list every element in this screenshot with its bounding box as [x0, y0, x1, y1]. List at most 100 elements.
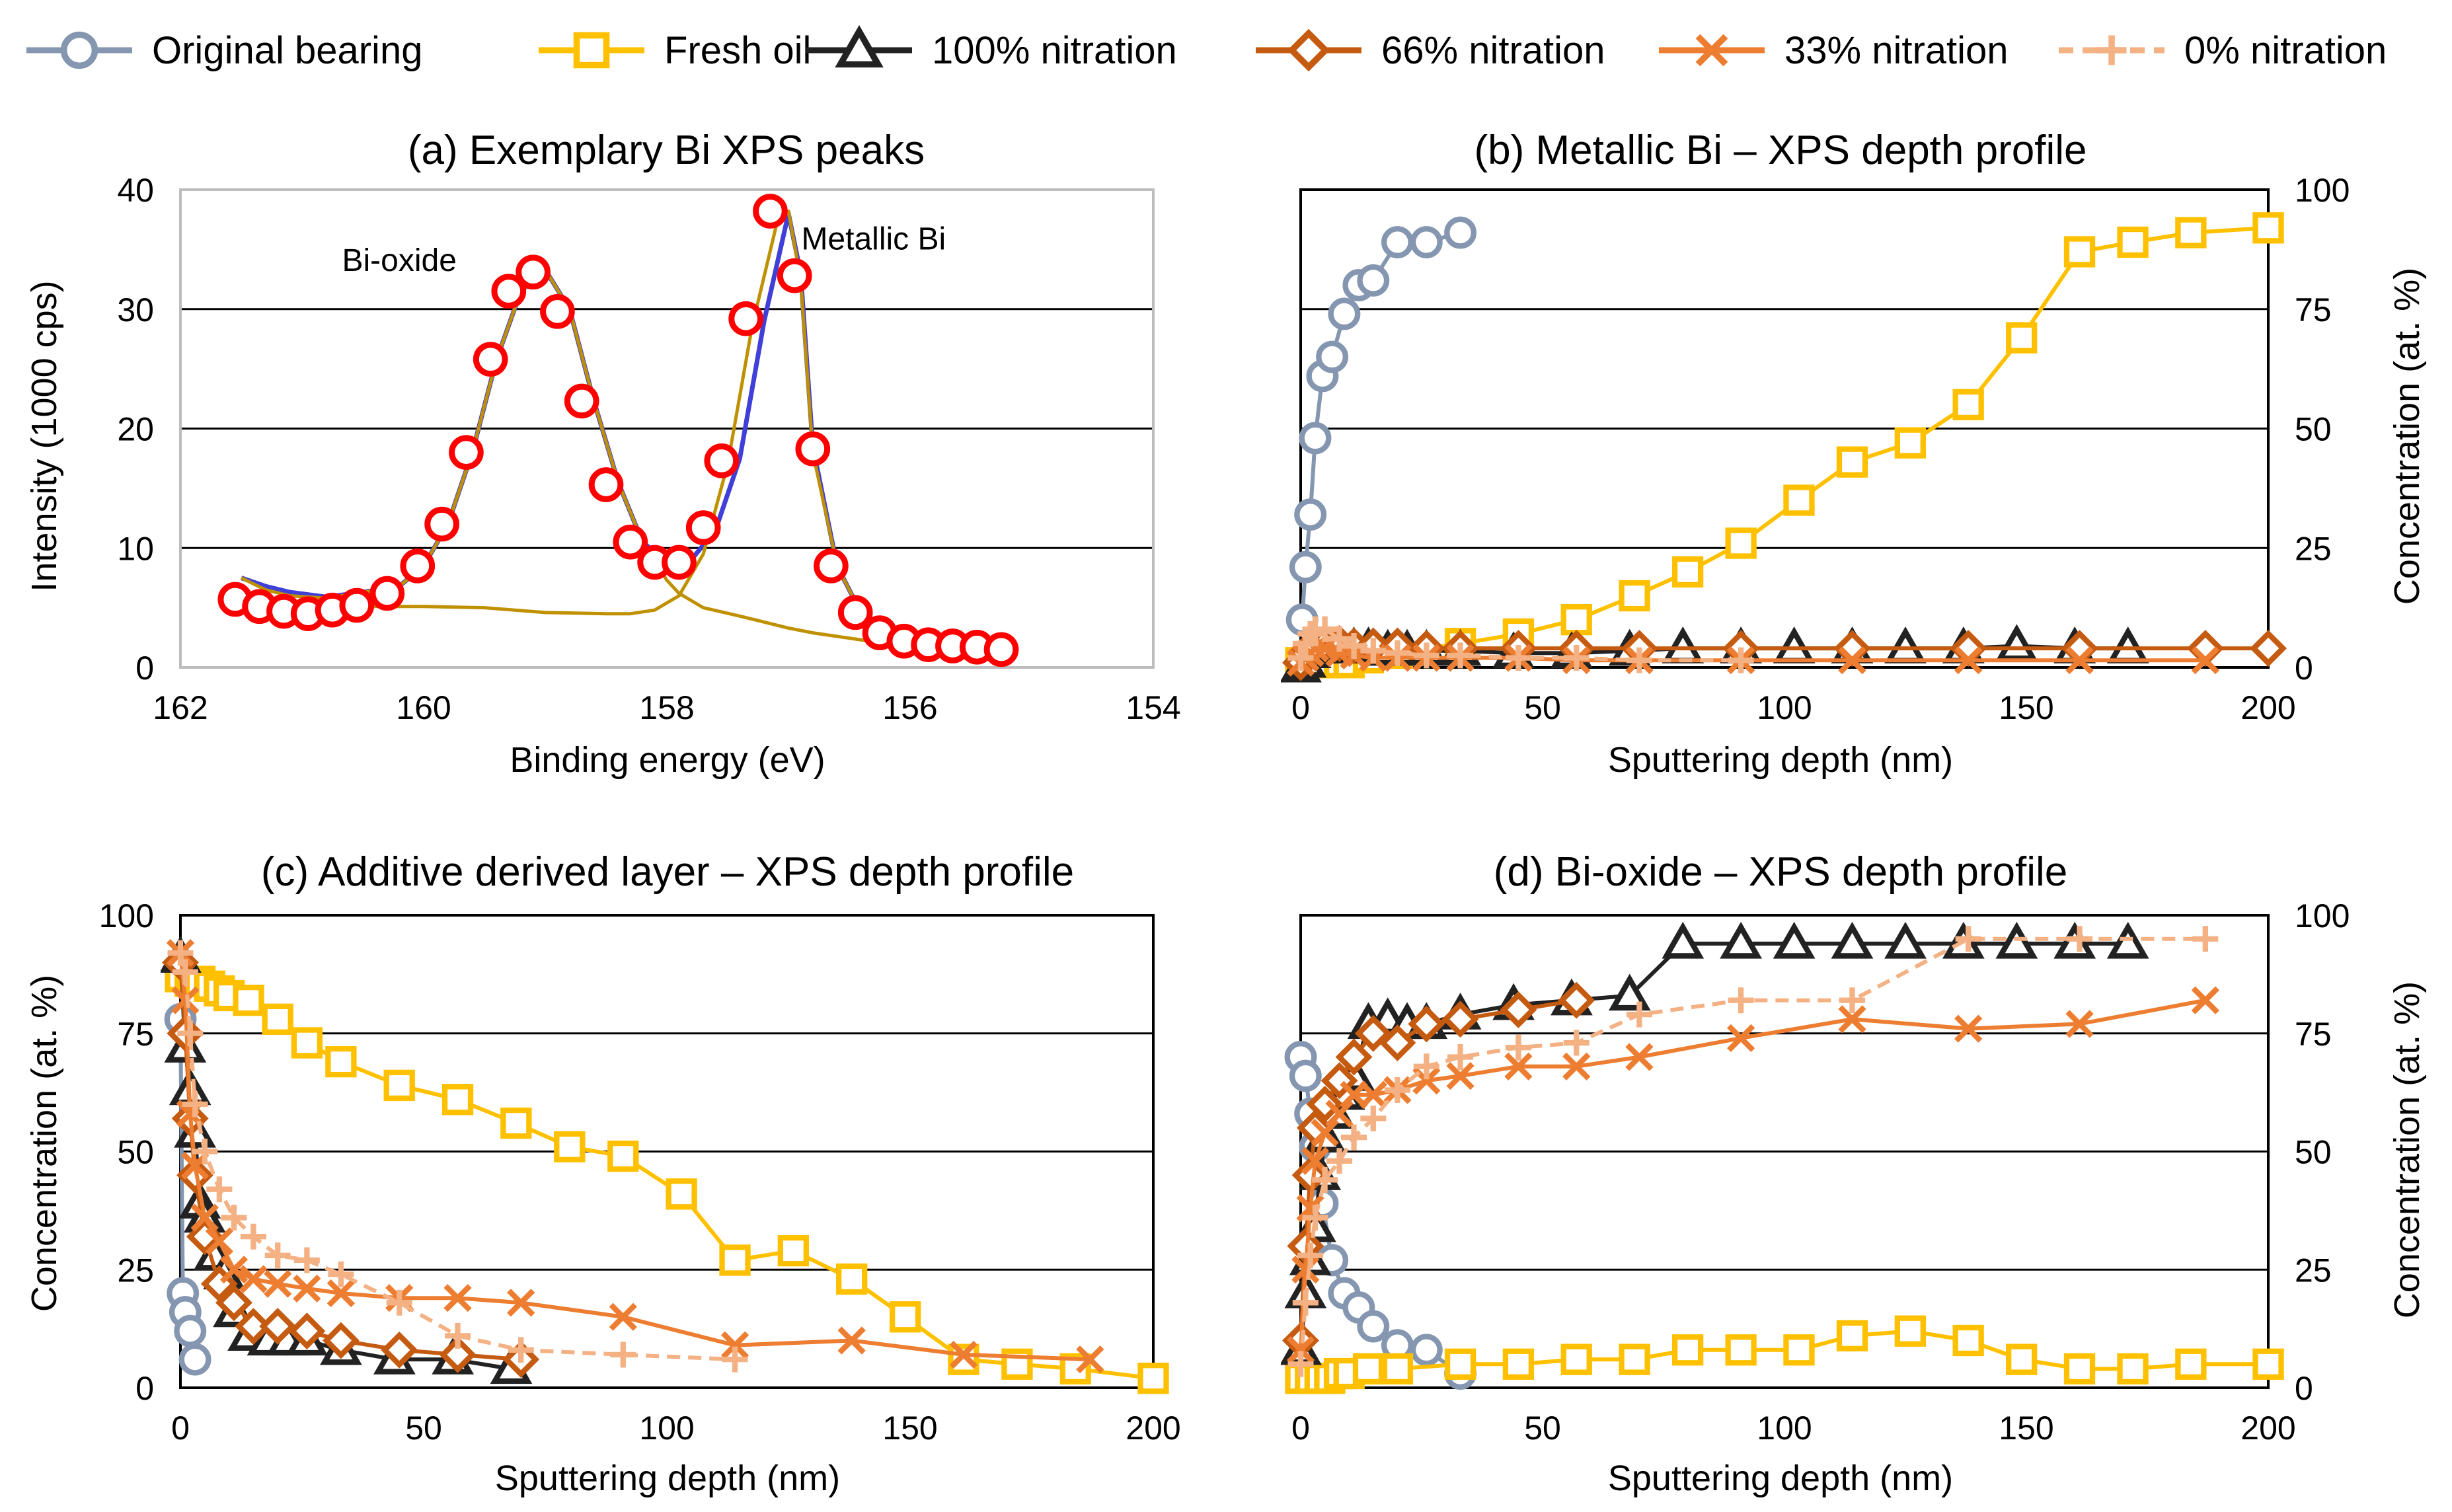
panel-a-ytick-label: 20 [117, 411, 154, 448]
panel-a-frame [179, 188, 1155, 669]
panel-c-point-n33 [239, 1265, 268, 1293]
panel-c-title: (c) Additive derived layer – XPS depth p… [261, 849, 1074, 895]
panel-b-point-n0 [1384, 640, 1410, 666]
panel-c-point-n66 [235, 1308, 272, 1345]
panel-b-xtick-label: 0 [1291, 689, 1310, 726]
panel-b-xtick-label: 150 [1999, 689, 2053, 726]
legend-item-n0: 0% nitration [2059, 29, 2387, 72]
panel-c-series-line-5 [178, 952, 736, 1362]
panel-d-point-n100 [1720, 921, 1762, 959]
panel-b-ytick-label: 25 [2295, 530, 2332, 567]
legend-label-n66: 66% nitration [1381, 29, 1605, 72]
panel-d-point-n33 [1954, 1014, 1983, 1043]
panel-a-ytick-label: 10 [117, 530, 154, 567]
panel-c-point-n33 [949, 1340, 978, 1369]
panel-c-point-fresh [383, 1069, 415, 1102]
panel-c-xtick-label: 0 [171, 1410, 190, 1447]
panel-d-point-n0 [1292, 1289, 1319, 1316]
panel-d-point-n66 [1500, 991, 1537, 1028]
legend-item-n66: 66% nitration [1256, 28, 1605, 72]
legend-marker-n33 [1695, 34, 1728, 67]
panel-a-xtick-label: 158 [639, 689, 694, 726]
panel-d-point-original [1289, 1059, 1322, 1092]
legend-marker-n0 [2096, 35, 2127, 65]
panel-d-ytick-label: 25 [2295, 1252, 2332, 1289]
panel-d-point-n0 [1413, 1053, 1439, 1080]
panel-a-ytick-label: 40 [117, 172, 154, 209]
panel-d-point-original [1410, 1334, 1443, 1367]
panel-d-xtick-label: 50 [1524, 1410, 1561, 1447]
panel-b-xtick-label: 200 [2241, 689, 2295, 726]
panel-a-ylabel: Intensity (1000 cps) [24, 280, 64, 591]
panel-c: (c) Additive derived layer – XPS depth p… [24, 849, 1181, 1498]
panel-c-point-fresh [291, 1027, 323, 1059]
panel-d-point-fresh [1894, 1315, 1926, 1347]
panel-d-point-n0 [1626, 1001, 1652, 1028]
panel-c-point-n0 [445, 1322, 471, 1349]
panel-d-point-n0 [2067, 926, 2093, 952]
panel-b-ytick-label: 50 [2295, 411, 2332, 448]
panel-a: (a) Exemplary Bi XPS peaks Binding energ… [24, 128, 1181, 780]
panel-d-point-fresh [1352, 1353, 1385, 1385]
legend-item-original: Original bearing [26, 29, 422, 72]
legend-item-fresh: Fresh oil [539, 29, 811, 72]
panel-c-point-n66 [259, 1308, 297, 1345]
panel-b-point-fresh [1671, 556, 1704, 588]
panel-c-series-line-1 [179, 975, 1154, 1380]
legend-label-original: Original bearing [152, 29, 422, 72]
panel-c-point-n0 [167, 940, 194, 966]
panel-c-point-n66 [215, 1284, 252, 1322]
panel-c-point-fresh [607, 1140, 639, 1172]
panel-d-point-n0 [1297, 1242, 1324, 1269]
panel-b-xtick-label: 50 [1524, 689, 1561, 726]
panel-b-point-fresh [1836, 446, 1868, 478]
panel-a-point-measured [369, 576, 405, 611]
legend-marker-fresh [573, 32, 610, 69]
panel-c-point-fresh [1137, 1363, 1169, 1394]
panel-c-point-n33 [507, 1289, 535, 1317]
panel-c-xtick-label: 200 [1126, 1410, 1180, 1447]
panel-b-point-fresh [1560, 604, 1592, 636]
panel-c-point-fresh [554, 1131, 586, 1163]
panel-c-point-n0 [293, 1247, 320, 1273]
legend-label-n100: 100% nitration [932, 29, 1177, 72]
panel-d-point-n33 [1446, 1061, 1475, 1090]
panel-b-point-n33 [2191, 646, 2219, 675]
panel-d-point-n33 [1325, 1100, 1354, 1128]
panel-c-point-n0 [610, 1342, 636, 1368]
panel-a-point-measured [516, 254, 551, 290]
panel-b-plot-area [1281, 212, 2287, 683]
panel-c-point-n33 [219, 1256, 249, 1284]
panel-c-point-n66 [288, 1312, 326, 1350]
legend: Original bearing Fresh oil 100% nitration 6… [26, 24, 2387, 72]
legend-label-n33: 33% nitration [1784, 29, 2009, 72]
legend-label-fresh: Fresh oil [664, 29, 811, 72]
panel-b-point-fresh [2175, 217, 2207, 248]
panel-a-point-measured [814, 548, 849, 584]
panel-c-point-fresh [719, 1244, 751, 1276]
panel-d-point-fresh [1381, 1353, 1414, 1385]
panel-c-point-fresh [325, 1045, 357, 1078]
panel-c-point-n33 [326, 1279, 356, 1308]
panel-d-point-fresh [2006, 1343, 2038, 1375]
legend-label-n0: 0% nitration [2184, 29, 2387, 72]
panel-a-point-measured [473, 342, 508, 377]
panel-d-point-n0 [1384, 1077, 1410, 1104]
panel-d-point-n0 [1341, 1124, 1367, 1151]
panel-b-xtick-label: 100 [1757, 689, 1812, 726]
panel-a-point-measured [662, 545, 697, 580]
legend-item-n33: 33% nitration [1659, 29, 2009, 72]
panel-b-series-line-1 [1301, 225, 2269, 665]
panel-d-point-fresh [2117, 1353, 2149, 1385]
panel-c-point-n66 [381, 1331, 418, 1369]
panel-d-point-n66 [1408, 1005, 1445, 1043]
panel-c-xtick-label: 150 [882, 1410, 937, 1447]
panel-c-point-n33 [1076, 1345, 1104, 1374]
panel-d-point-original [1357, 1310, 1390, 1343]
panel-c-point-n33 [837, 1326, 866, 1355]
panel-d-point-n33 [1286, 1336, 1315, 1364]
panel-c-point-n0 [328, 1261, 354, 1287]
panel-a-ytick-label: 0 [135, 650, 154, 687]
panel-a-point-measured [795, 431, 831, 467]
